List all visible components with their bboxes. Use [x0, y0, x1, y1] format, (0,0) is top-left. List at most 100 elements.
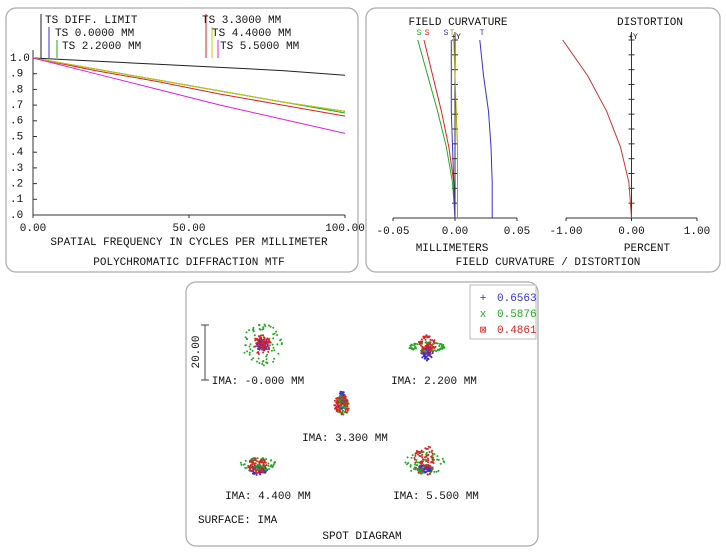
spot-point — [248, 461, 251, 463]
spot-point — [428, 451, 431, 453]
spot-point — [344, 410, 347, 413]
spot-point — [239, 461, 242, 464]
legend-label: 0.4861 — [497, 325, 537, 337]
spot-point — [432, 340, 435, 343]
spot-point — [264, 348, 267, 351]
spot-point — [427, 461, 429, 464]
series-line — [32, 57, 346, 134]
spot-point — [418, 461, 421, 464]
spot-point — [341, 392, 344, 394]
spot-point — [273, 357, 276, 360]
spot-point — [421, 453, 424, 456]
spot-point — [272, 326, 275, 329]
wavelength-legend-box — [469, 284, 537, 340]
y-tick-label: .7 — [10, 100, 23, 112]
spot-point — [344, 400, 347, 403]
field-label: IMA: 2.200 MM — [391, 376, 477, 388]
spot-point — [424, 447, 427, 450]
spot-point — [421, 345, 424, 348]
spot-point — [340, 411, 343, 414]
spot-point — [261, 328, 264, 331]
spot-point — [266, 340, 269, 343]
spot-point — [413, 456, 416, 459]
spot-point — [426, 357, 429, 360]
spot-point — [335, 405, 338, 408]
spot-point — [339, 390, 342, 393]
group-title: FIELD CURVATURE / DISTORTION — [456, 257, 641, 269]
spot-point — [252, 461, 255, 464]
spot-point — [418, 341, 420, 344]
spot-point — [433, 470, 436, 473]
spot-point — [414, 454, 417, 457]
x-tick-label: 50.00 — [172, 223, 205, 235]
field-label: IMA: -0.000 MM — [212, 376, 304, 388]
spot-point — [255, 469, 258, 472]
spot-point — [345, 408, 348, 410]
spot-point — [440, 343, 443, 346]
spot-point — [436, 458, 439, 461]
spot-point — [428, 354, 431, 357]
spot-point — [426, 345, 429, 348]
spot-point — [248, 351, 251, 354]
spot-point — [257, 338, 260, 341]
series-line — [32, 57, 346, 76]
spot-point — [421, 472, 424, 475]
spot-point — [426, 348, 429, 351]
spot-point — [253, 334, 256, 337]
spot-point — [414, 345, 417, 348]
spot-point — [265, 355, 268, 358]
spot-point — [272, 360, 275, 363]
spot-point — [346, 409, 349, 412]
spot-point — [268, 468, 270, 470]
spot-point — [432, 350, 434, 353]
spot-point — [433, 347, 436, 349]
spot-point — [422, 355, 425, 358]
spot-point — [414, 468, 417, 471]
spot-point — [417, 453, 420, 456]
spot-point — [426, 473, 429, 476]
spot-point — [413, 342, 416, 345]
spot-point — [244, 336, 247, 339]
spot-point — [435, 470, 438, 473]
surface-label: SURFACE: IMA — [198, 515, 278, 527]
spot-point — [254, 466, 257, 469]
spot-point — [253, 345, 256, 348]
spot-point — [337, 404, 340, 407]
spot-point — [427, 457, 429, 460]
spot-point — [420, 338, 423, 341]
legend-label: TS 4.4000 MM — [212, 28, 291, 40]
spot-point — [256, 463, 259, 466]
spot-point — [272, 333, 275, 336]
spot-point — [254, 339, 257, 342]
spot-point — [428, 343, 430, 346]
spot-point — [431, 349, 434, 352]
legend-label: TS DIFF. LIMIT — [45, 15, 138, 27]
spot-point — [442, 345, 445, 348]
spot-point — [340, 406, 343, 408]
spot-point — [413, 468, 415, 470]
spot-point — [262, 334, 265, 337]
spot-point — [271, 343, 274, 346]
spot-point — [443, 461, 446, 464]
spot-point — [259, 334, 262, 337]
spot-point — [243, 351, 246, 354]
spot-point — [438, 343, 441, 345]
legend-label: T — [480, 29, 485, 38]
spot-point — [255, 471, 257, 474]
field-panel — [365, 7, 721, 273]
spot-point — [265, 361, 268, 364]
spot-point — [267, 350, 270, 353]
spot-point — [265, 346, 268, 349]
spot-point — [420, 466, 423, 469]
spot-point — [429, 338, 432, 341]
spot-point — [419, 471, 422, 474]
spot-point — [421, 456, 424, 459]
spot-point — [252, 468, 255, 471]
spot-point — [409, 465, 412, 468]
spot-point — [251, 470, 254, 472]
spot-point — [409, 344, 412, 347]
spot-point — [269, 344, 271, 347]
legend-label: S — [444, 29, 449, 38]
spot-point — [419, 340, 422, 343]
